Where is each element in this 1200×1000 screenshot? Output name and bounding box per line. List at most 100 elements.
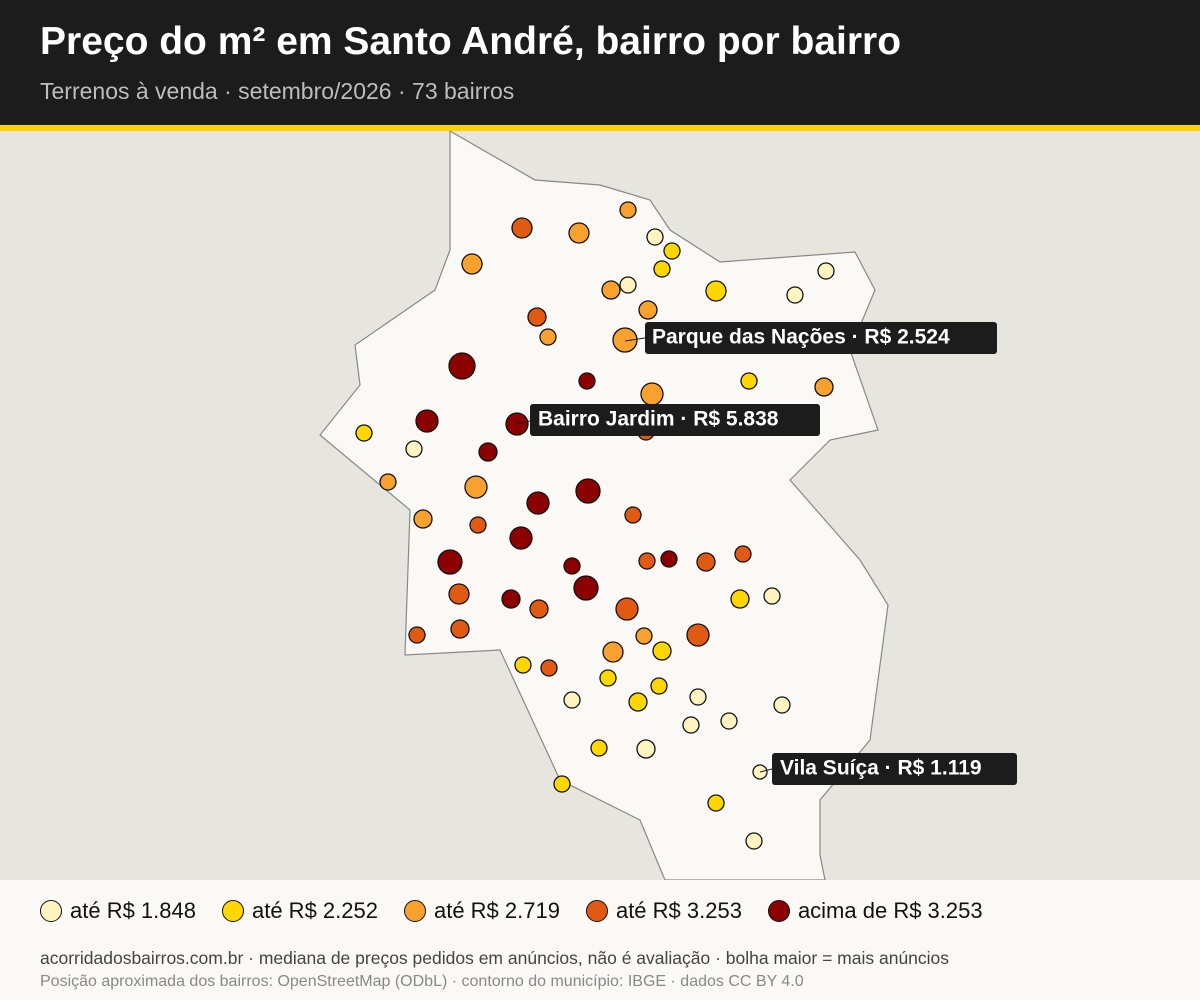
legend-item: acima de R$ 3.253 [767,898,983,924]
legend-item: até R$ 1.848 [40,898,196,924]
callout: Bairro Jardim · R$ 5.838 [516,404,820,436]
neighborhood-bubble [448,583,470,605]
neighborhood-bubble [619,276,637,294]
neighborhood-bubble [705,280,727,302]
neighborhood-bubble [682,716,700,734]
neighborhood-bubble [511,217,533,239]
legend-swatch [767,900,790,922]
neighborhood-bubble [686,623,710,647]
neighborhood-bubble [469,516,487,534]
neighborhood-bubble [437,549,463,575]
legend-label: até R$ 2.719 [433,898,560,923]
legend-label: acima de R$ 3.253 [797,898,983,923]
neighborhood-bubble [814,377,834,397]
neighborhood-bubble [663,242,681,260]
neighborhood-bubble [405,440,423,458]
neighborhood-bubble [707,794,725,812]
neighborhood-bubble [514,656,532,674]
neighborhood-bubble [615,597,639,621]
neighborhood-bubble [578,372,596,390]
callout-text: Bairro Jardim · R$ 5.838 [538,408,779,431]
neighborhood-bubble [601,280,621,300]
neighborhood-bubble [526,491,550,515]
neighborhood-bubble [773,696,791,714]
neighborhood-bubble [568,222,590,244]
neighborhood-bubble [653,260,671,278]
neighborhood-bubble [635,627,653,645]
neighborhood-bubble [646,228,664,246]
legend-swatch [403,900,426,922]
neighborhood-bubble [817,262,835,280]
callout-box [530,404,820,436]
neighborhood-bubble [590,739,608,757]
neighborhood-bubble [448,352,476,380]
legend-swatch [221,900,244,922]
neighborhood-bubble [501,589,521,609]
callout: Vila Suíça · R$ 1.119 [759,753,1017,785]
neighborhood-bubble [650,677,668,695]
footer-source: Posição aproximada dos bairros: OpenStre… [40,973,804,990]
neighborhood-bubble [464,475,488,499]
neighborhood-bubble [461,253,483,275]
neighborhood-bubble [450,619,470,639]
subtitle: Terrenos à venda · setembro/2026 · 73 ba… [40,78,515,104]
neighborhood-bubble [720,712,738,730]
neighborhood-bubble [415,409,439,433]
neighborhood-bubble [539,328,557,346]
neighborhood-bubble [602,641,624,663]
neighborhood-bubble [413,509,433,529]
legend: até R$ 1.848 até R$ 2.252 até R$ 2.719 até … [40,898,983,924]
legend-label: até R$ 2.252 [251,898,378,923]
neighborhood-bubble [573,575,599,601]
neighborhood-bubble [540,659,558,677]
neighborhood-bubble [638,300,658,320]
callout-box [645,322,997,354]
legend-item: até R$ 2.252 [221,898,378,924]
neighborhood-bubble [509,526,533,550]
neighborhood-bubble [730,589,750,609]
callout-text: Parque das Nações · R$ 2.524 [652,326,950,349]
footer-note: acorridadosbairros.com.br · mediana de p… [40,948,950,968]
map: Parque das Nações · R$ 2.524 Bairro Jard… [0,131,1200,880]
neighborhood-bubble [763,587,781,605]
callout-text: Vila Suíça · R$ 1.119 [780,757,982,780]
legend-item: até R$ 3.253 [585,898,742,924]
leader-line [624,337,646,342]
neighborhood-bubble [529,599,549,619]
leader-line [759,768,773,773]
neighborhood-bubble [786,286,804,304]
legend-item: até R$ 2.719 [403,898,560,924]
callout: Parque das Nações · R$ 2.524 [624,322,997,354]
neighborhood-bubble [745,832,763,850]
neighborhood-bubble [599,669,617,687]
neighborhood-bubble [660,550,678,568]
neighborhood-bubble [740,372,758,390]
neighborhood-bubble [553,775,571,793]
neighborhood-bubble [734,545,752,563]
legend-label: até R$ 3.253 [615,898,742,923]
neighborhood-bubble [408,626,426,644]
neighborhood-bubble [612,327,638,353]
neighborhood-bubble [640,382,664,406]
neighborhood-bubble [619,201,637,219]
legend-label: até R$ 1.848 [70,898,196,923]
neighborhood-bubble [636,739,656,759]
legend-swatch [585,900,608,922]
neighborhood-bubble [689,688,707,706]
legend-swatch [40,900,62,922]
leader-line [516,420,531,425]
neighborhood-bubble [624,506,642,524]
neighborhood-bubble [355,424,373,442]
neighborhood-bubble [563,691,581,709]
header: Preço do m² em Santo André, bairro por b… [0,0,1200,131]
callout-box [772,753,1017,785]
neighborhood-bubble [696,552,716,572]
neighborhood-bubble [628,692,648,712]
neighborhood-bubble [638,552,656,570]
neighborhood-bubble [575,478,601,504]
neighborhood-bubble [563,557,581,575]
neighborhood-bubble [478,442,498,462]
neighborhood-bubble [527,307,547,327]
